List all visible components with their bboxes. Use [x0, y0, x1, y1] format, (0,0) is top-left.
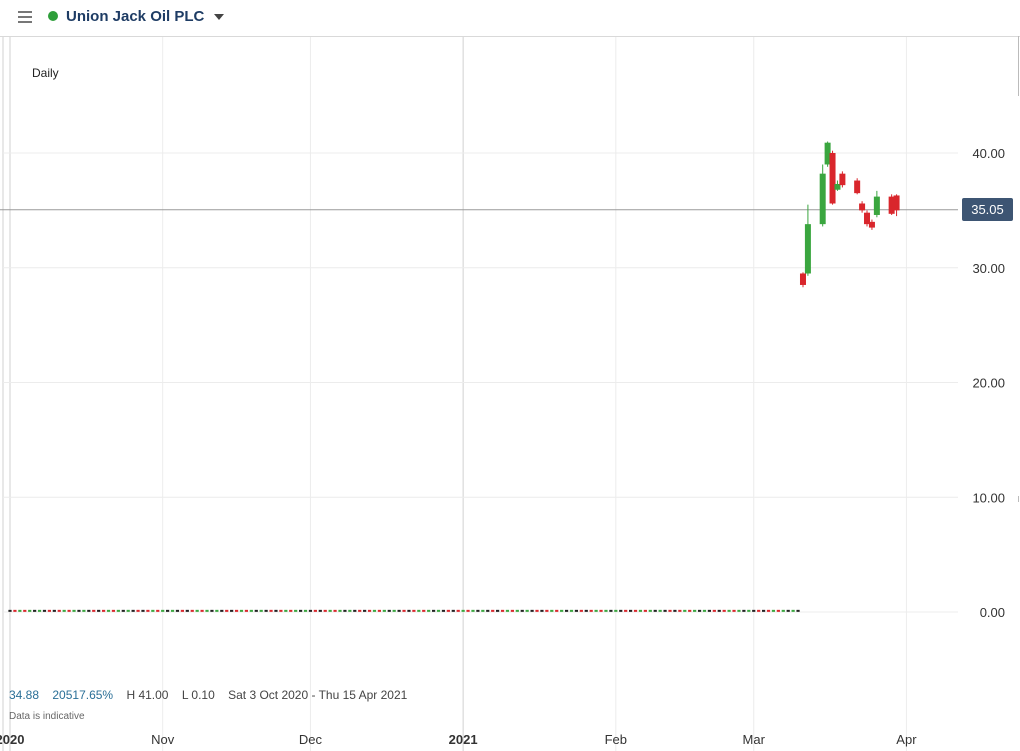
- candle-body: [859, 203, 866, 211]
- right-edge-marks: [1018, 36, 1019, 502]
- candlestick-series: [799, 141, 900, 288]
- y-tick-label: 10.00: [972, 490, 1005, 505]
- x-tick-label: 2021: [449, 732, 478, 747]
- instrument-name[interactable]: Union Jack Oil PLC: [66, 8, 205, 25]
- vertical-gridlines: [2, 37, 907, 751]
- x-tick-label: Nov: [151, 732, 175, 747]
- stat-date-range: Sat 3 Oct 2020 - Thu 15 Apr 2021: [228, 688, 408, 702]
- candle-body: [804, 224, 811, 274]
- y-tick-label: 40.00: [972, 146, 1005, 161]
- chart-header: Union Jack Oil PLC: [0, 0, 1020, 37]
- x-axis-labels: 2020 Nov Dec 2021 Feb Mar Apr: [0, 732, 917, 747]
- stat-close: 34.88: [9, 688, 40, 702]
- candle-body: [888, 196, 895, 214]
- candle-body: [834, 183, 841, 190]
- y-tick-label: 30.00: [972, 261, 1005, 276]
- candle-body: [839, 173, 846, 186]
- market-status-dot: [48, 11, 58, 21]
- candle-body: [854, 180, 861, 194]
- y-tick-label: 0.00: [980, 605, 1005, 620]
- ohlc-stats: 34.88 20517.65% H 41.00 L 0.10 Sat 3 Oct…: [9, 688, 417, 702]
- candle-body: [819, 173, 826, 225]
- x-tick-label: Mar: [743, 732, 766, 747]
- current-price-tag: 35.05: [962, 197, 1013, 221]
- candle-body: [893, 195, 900, 211]
- y-axis-labels: 40.00 30.00 20.00 10.00 0.00: [972, 146, 1005, 620]
- x-tick-label: Apr: [896, 732, 917, 747]
- candle-body: [799, 273, 806, 285]
- x-tick-label: Feb: [605, 732, 627, 747]
- stat-low: L 0.10: [181, 688, 215, 702]
- x-tick-label: 2020: [0, 732, 24, 747]
- price-chart[interactable]: 40.00 30.00 20.00 10.00 0.00 2020 Nov Dec 2021 F…: [0, 37, 1020, 751]
- candle-body: [829, 153, 836, 204]
- candle-body: [868, 221, 875, 228]
- stat-high: H 41.00: [126, 688, 169, 702]
- candle-body: [824, 142, 831, 165]
- x-tick-label: Dec: [299, 732, 323, 747]
- y-tick-label: 20.00: [972, 376, 1005, 391]
- period-label: Daily: [32, 66, 59, 80]
- chevron-down-icon[interactable]: [214, 14, 224, 20]
- candle-body: [873, 196, 880, 215]
- stat-change-percent: 20517.65%: [52, 688, 114, 702]
- horizontal-gridlines: [3, 152, 958, 613]
- hamburger-menu-icon[interactable]: [16, 8, 36, 26]
- disclaimer-text: Data is indicative: [9, 711, 85, 722]
- candle-body: [864, 212, 871, 225]
